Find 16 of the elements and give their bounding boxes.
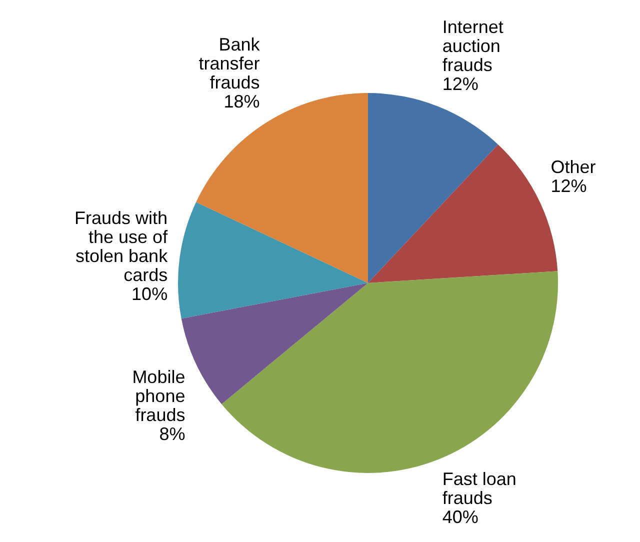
data-label: 40% xyxy=(442,506,478,527)
slice-label: Internet auction frauds xyxy=(442,17,504,76)
slice-label: Other xyxy=(550,156,596,177)
slice-label: Frauds with the use of stolen bank cards xyxy=(74,208,169,286)
data-label: 18% xyxy=(224,91,260,112)
data-label: 12% xyxy=(442,74,478,94)
slice-label: Mobile phone frauds xyxy=(132,367,186,426)
pie-slice xyxy=(196,93,368,283)
slice-label: Bank transfer frauds xyxy=(198,34,261,92)
pie-slice xyxy=(368,93,498,283)
data-label: 12% xyxy=(550,176,587,196)
pie-slice xyxy=(222,271,558,473)
data-label: 10% xyxy=(132,284,168,304)
slice-label: Fast loan frauds xyxy=(442,468,516,508)
data-label: 8% xyxy=(159,424,186,444)
pie-slice xyxy=(178,202,368,319)
